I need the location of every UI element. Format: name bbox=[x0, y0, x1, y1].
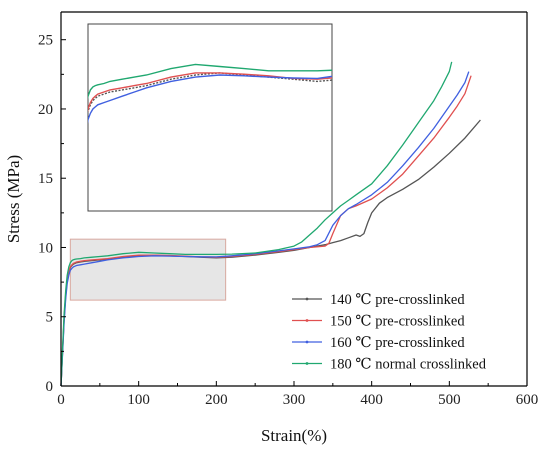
axes: 0 100 200 300 400 500 600 0 5 10 15 20 25 bbox=[38, 11, 539, 408]
legend-label-3: 160 ℃ pre-crosslinked bbox=[330, 335, 465, 351]
y-tick-label: 0 bbox=[46, 379, 54, 395]
x-tick-label: 300 bbox=[283, 392, 306, 408]
legend-marker-2 bbox=[305, 319, 309, 322]
legend-label-4: 180 ℃ normal crosslinked bbox=[330, 357, 487, 373]
inset-series-line-4 bbox=[88, 63, 332, 100]
x-tick-label: 100 bbox=[127, 392, 150, 408]
y-tick-label: 5 bbox=[46, 310, 54, 326]
x-axis-label: Strain(%) bbox=[261, 426, 327, 445]
y-tick-label: 20 bbox=[38, 102, 53, 118]
legend: 140 ℃ pre-crosslinked 150 ℃ pre-crosslink… bbox=[292, 292, 487, 373]
series-line-3 bbox=[60, 71, 470, 387]
x-tick-label: 400 bbox=[360, 392, 383, 408]
legend-marker-4 bbox=[305, 362, 309, 365]
x-tick-label: 200 bbox=[205, 392, 228, 408]
legend-marker-1 bbox=[305, 297, 309, 301]
y-tick-label: 25 bbox=[38, 33, 53, 49]
x-tick-label: 0 bbox=[57, 392, 65, 408]
plot-area bbox=[60, 61, 481, 387]
legend-label-1: 140 ℃ pre-crosslinked bbox=[330, 292, 465, 308]
y-tick-label: 10 bbox=[38, 240, 53, 256]
zoom-inset bbox=[87, 23, 333, 212]
inset-series-line-3 bbox=[88, 74, 332, 125]
series-line-4 bbox=[60, 61, 453, 387]
y-tick-label: 15 bbox=[38, 171, 53, 187]
y-axis-label: Stress (MPa) bbox=[4, 155, 23, 243]
zoom-region-box bbox=[69, 238, 227, 301]
legend-label-2: 150 ℃ pre-crosslinked bbox=[330, 314, 465, 330]
inset-series-line-2 bbox=[88, 72, 332, 113]
x-tick-label: 500 bbox=[438, 392, 461, 408]
inset-frame bbox=[87, 23, 333, 212]
x-tick-label: 600 bbox=[516, 392, 539, 408]
legend-marker-3 bbox=[305, 340, 309, 344]
